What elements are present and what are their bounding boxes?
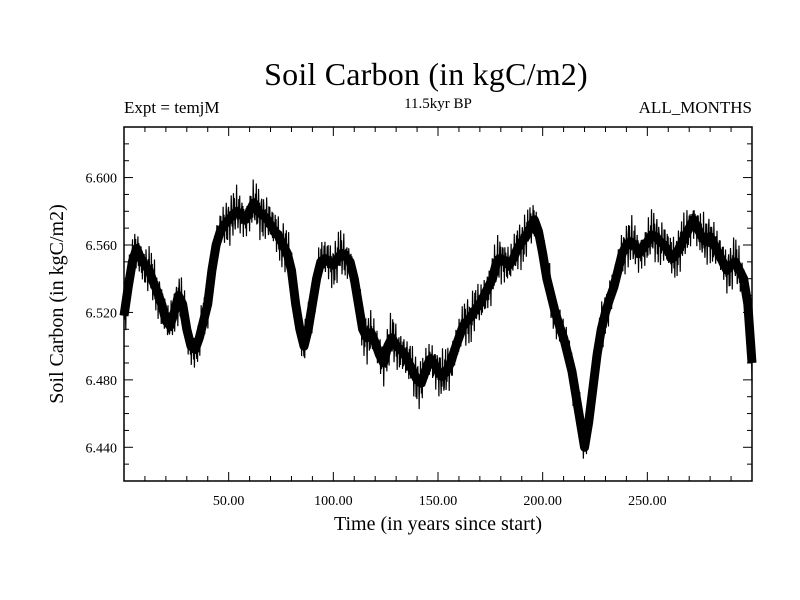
period-label: 11.5kyr BP	[404, 96, 472, 112]
y-tick-label: 6.440	[86, 441, 118, 456]
y-tick-label: 6.560	[86, 239, 118, 254]
x-tick-label: 200.00	[523, 494, 562, 509]
series-line-1	[123, 179, 753, 459]
experiment-label: Expt = temjM	[124, 98, 220, 117]
y-tick-label: 6.480	[86, 374, 118, 389]
series-band-1	[119, 198, 757, 452]
y-axis-label: Soil Carbon (in kgC/m2)	[46, 204, 68, 403]
x-tick-label: 150.00	[419, 494, 458, 509]
y-tick-label: 6.600	[86, 172, 118, 187]
chart-title: Soil Carbon (in kgC/m2)	[264, 56, 588, 92]
x-tick-label: 50.00	[213, 494, 245, 509]
x-tick-label: 250.00	[628, 494, 667, 509]
series-layer	[119, 179, 757, 459]
tick-layer: 50.00 100.00 150.00 200.00 250.00 6.440 6.480 6…	[86, 126, 752, 509]
months-label: ALL_MONTHS	[638, 98, 752, 117]
y-tick-label: 6.520	[86, 306, 118, 321]
x-axis-label: Time (in years since start)	[334, 513, 542, 535]
x-tick-label: 100.00	[314, 494, 353, 509]
plot-frame	[123, 126, 753, 482]
